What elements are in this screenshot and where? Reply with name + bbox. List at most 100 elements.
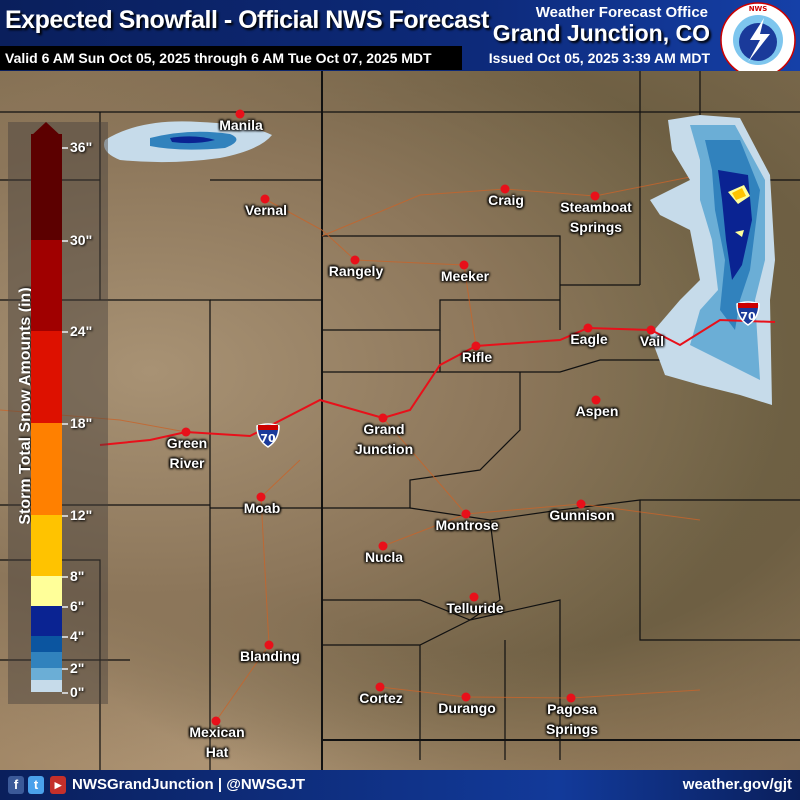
- city-marker: [378, 413, 388, 423]
- city-marker: [461, 692, 471, 702]
- city-marker: [378, 541, 388, 551]
- legend-tick-label: 18": [62, 416, 92, 430]
- city-marker: [471, 341, 481, 351]
- legend-tick-label: 12": [62, 508, 92, 522]
- city-label: Pagosa Springs: [546, 699, 598, 739]
- i70-shield-icon: 70: [736, 301, 760, 326]
- city-label: Blanding: [240, 646, 300, 666]
- footer: f t ▸ NWSGrandJunction | @NWSGJT weather…: [0, 770, 800, 800]
- city-name: Manila: [219, 117, 263, 133]
- facebook-icon[interactable]: f: [8, 776, 24, 794]
- city-name: Vail: [639, 333, 665, 349]
- city-marker: [350, 255, 360, 265]
- city-label: Meeker: [441, 266, 489, 286]
- city-name: Durango: [438, 700, 496, 716]
- city-name: Moab: [243, 500, 281, 516]
- city-marker: [256, 492, 266, 502]
- city-name: Vernal: [244, 202, 288, 218]
- city-name: Pagosa: [547, 701, 597, 717]
- city-marker: [469, 592, 479, 602]
- city-label: Moab: [244, 498, 281, 518]
- city-marker: [461, 509, 471, 519]
- city-label: Steamboat Springs: [560, 197, 632, 237]
- legend-tick-label: 2": [62, 661, 84, 675]
- city-name: Telluride: [446, 600, 504, 616]
- city-marker: [260, 194, 270, 204]
- snowfall-contour: [732, 188, 746, 200]
- city-label: Manila: [219, 115, 263, 135]
- snowfall-legend: Storm Total Snow Amounts (in) 0" 2" 4" 6" 8"…: [8, 122, 108, 704]
- city-name: Steamboat: [560, 199, 632, 215]
- city-name: Meeker: [440, 268, 490, 284]
- i70-route: [99, 318, 776, 446]
- office-label: Weather Forecast Office: [535, 4, 708, 21]
- svg-text:70: 70: [740, 310, 756, 323]
- city-label: Eagle: [570, 329, 607, 349]
- youtube-icon[interactable]: ▸: [50, 776, 66, 794]
- city-name: Nucla: [364, 549, 404, 565]
- city-name-line2: Springs: [545, 721, 599, 737]
- legend-band: [31, 134, 62, 240]
- city-marker: [583, 323, 593, 333]
- snowfall-map: Manila Vernal Craig Steamboat Springs Rangely…: [0, 71, 800, 770]
- city-name: Mexican: [189, 724, 245, 740]
- legend-band: [31, 680, 62, 692]
- city-name: Eagle: [570, 331, 608, 347]
- city-name: Cortez: [359, 690, 403, 706]
- snowfall-contour: [170, 136, 215, 144]
- city-marker: [235, 109, 245, 119]
- city-label: Vail: [640, 331, 664, 351]
- city-marker: [590, 191, 600, 201]
- city-name: Montrose: [435, 517, 499, 533]
- city-marker: [181, 427, 191, 437]
- legend-tick-label: 30": [62, 233, 92, 247]
- header: Expected Snowfall - Official NWS Forecas…: [0, 0, 800, 78]
- city-name: Blanding: [240, 648, 300, 664]
- city-name-line2: Junction: [354, 441, 414, 457]
- city-label: Cortez: [359, 688, 403, 708]
- city-marker: [576, 499, 586, 509]
- legend-band: [31, 668, 62, 680]
- legend-tick-label: 24": [62, 324, 92, 338]
- city-marker: [375, 682, 385, 692]
- city-label: Mexican Hat: [189, 722, 244, 762]
- city-marker: [591, 395, 601, 405]
- city-label: Craig: [488, 190, 524, 210]
- issued-time: Issued Oct 05, 2025 3:39 AM MDT: [488, 50, 710, 66]
- city-marker: [500, 184, 510, 194]
- legend-band: [31, 606, 62, 636]
- legend-tick-label: 36": [62, 140, 92, 154]
- office-name: Grand Junction, CO: [492, 20, 710, 46]
- legend-tick-label: 0": [62, 685, 84, 699]
- legend-band: [31, 331, 62, 423]
- city-marker: [566, 693, 576, 703]
- legend-tick-label: 4": [62, 629, 84, 643]
- city-label: Telluride: [446, 598, 503, 618]
- city-label: Rifle: [462, 347, 492, 367]
- city-name-line2: River: [169, 455, 205, 471]
- city-label: Grand Junction: [355, 419, 413, 459]
- twitter-icon[interactable]: t: [28, 776, 44, 794]
- svg-text:70: 70: [260, 432, 276, 445]
- city-label: Vernal: [245, 200, 287, 220]
- legend-tick-label: 6": [62, 599, 84, 613]
- legend-band: [31, 515, 62, 576]
- city-marker: [646, 325, 656, 335]
- city-label: Aspen: [576, 401, 619, 421]
- city-label: Gunnison: [549, 505, 614, 525]
- valid-period: Valid 6 AM Sun Oct 05, 2025 through 6 AM…: [0, 46, 462, 70]
- legend-band: [31, 652, 62, 668]
- legend-band: [31, 423, 62, 515]
- city-label: Rangely: [329, 261, 383, 281]
- snowfall-contour: [735, 230, 744, 237]
- website-link[interactable]: weather.gov/gjt: [682, 776, 792, 793]
- city-name: Gunnison: [549, 507, 615, 523]
- city-label: Montrose: [436, 515, 499, 535]
- i70-shield-icon: 70: [256, 423, 280, 448]
- nws-logo-icon: NWS: [720, 2, 796, 78]
- legend-band: [31, 240, 62, 331]
- city-label: Nucla: [365, 547, 403, 567]
- city-marker: [264, 640, 274, 650]
- social-handles[interactable]: NWSGrandJunction | @NWSGJT: [72, 776, 305, 793]
- legend-tick-label: 8": [62, 569, 84, 583]
